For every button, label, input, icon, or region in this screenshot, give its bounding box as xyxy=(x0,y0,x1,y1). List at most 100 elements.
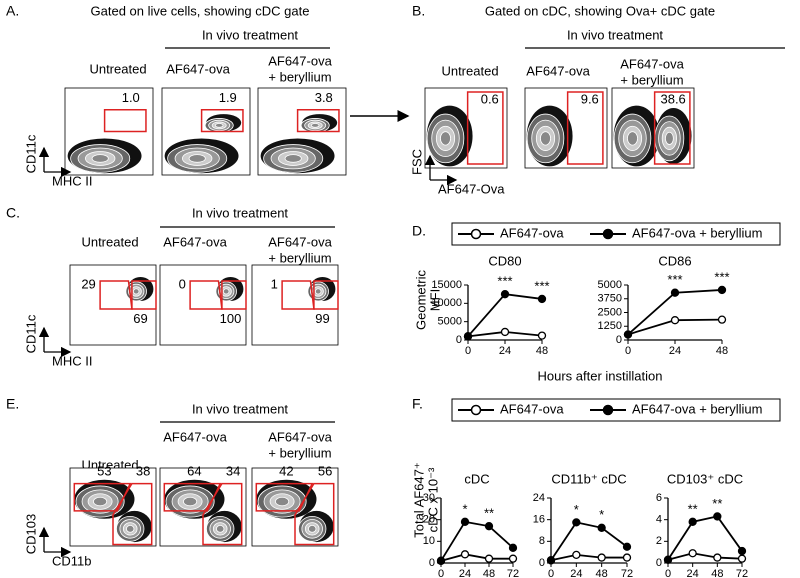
legend-label: AF647-ova + beryllium xyxy=(632,401,762,416)
series-line xyxy=(440,520,514,562)
contour xyxy=(284,154,302,163)
data-point xyxy=(688,549,697,558)
treatment-label: In vivo treatment xyxy=(192,205,288,220)
column-label: AF647-ova xyxy=(166,61,230,76)
data-point xyxy=(663,555,673,564)
contour xyxy=(314,288,322,295)
y-tick-label: 30 xyxy=(423,492,435,504)
column-label: + beryllium xyxy=(268,69,331,84)
y-tick-label: 0 xyxy=(539,557,545,569)
significance: * xyxy=(574,502,579,517)
y-tick-label: 6 xyxy=(656,492,662,504)
data-point xyxy=(500,327,510,337)
column-label: Untreated xyxy=(89,61,146,76)
contour xyxy=(665,131,674,145)
data-point xyxy=(572,550,581,560)
data-point xyxy=(537,331,547,340)
legend-marker xyxy=(470,228,482,240)
y-tick-label: 3750 xyxy=(598,293,622,305)
x-tick-label: 24 xyxy=(570,568,582,578)
series-line xyxy=(440,553,513,562)
data-point xyxy=(622,542,632,551)
gate xyxy=(653,91,691,165)
significance: *** xyxy=(534,278,549,293)
significance: ** xyxy=(484,506,494,521)
x-axis-title: Hours after instillation xyxy=(538,368,663,383)
data-point xyxy=(572,518,581,527)
column-label: AF647-ova xyxy=(526,63,590,78)
y-tick-label: 2 xyxy=(656,535,662,547)
data-point xyxy=(597,553,606,562)
contour xyxy=(214,123,224,128)
gate-value: 1 xyxy=(271,276,278,291)
y-tick-label: 24 xyxy=(533,492,545,504)
legend-marker xyxy=(602,404,614,416)
gate-value: 0 xyxy=(179,276,186,291)
chart-title: CD80 xyxy=(488,253,521,268)
gate xyxy=(163,482,222,512)
column-label: + beryllium xyxy=(268,445,331,460)
significance: * xyxy=(599,507,604,522)
y-tick-label: 1250 xyxy=(598,320,622,332)
data-point xyxy=(508,554,518,563)
x-tick-label: 0 xyxy=(625,345,631,357)
gate-value: 1.9 xyxy=(219,90,237,105)
data-point xyxy=(537,294,547,304)
y-axis-label: CD11c xyxy=(23,134,38,173)
data-point xyxy=(713,512,722,521)
significance: *** xyxy=(667,272,682,287)
y-axis-label: CD11c xyxy=(23,314,38,353)
y-tick-label: 0 xyxy=(656,557,662,569)
significance: * xyxy=(462,501,467,516)
treatment-label: In vivo treatment xyxy=(192,401,288,416)
treatment-label: In vivo treatment xyxy=(202,27,298,42)
data-point xyxy=(623,330,633,339)
x-tick-label: 48 xyxy=(536,345,548,357)
legend-marker xyxy=(470,404,482,416)
gate-value: 56 xyxy=(318,463,332,478)
y-tick-label: 16 xyxy=(533,514,545,526)
y-tick-label: 2500 xyxy=(598,306,622,318)
data-point xyxy=(463,332,473,341)
gate-value: 53 xyxy=(97,463,111,478)
x-axis-label: CD11b xyxy=(52,553,92,568)
y-axis-title: Total AF647⁺ xyxy=(411,462,426,538)
gate xyxy=(566,91,604,165)
y-axis-title: Geometric xyxy=(413,270,428,330)
gate-value: 100 xyxy=(220,311,242,326)
x-tick-label: 72 xyxy=(621,568,633,578)
gate xyxy=(296,109,340,133)
column-label: AF647-ova xyxy=(163,234,227,249)
column-label: AF647-ova xyxy=(268,53,332,68)
contour xyxy=(310,123,320,128)
y-axis-title: cDC x 10⁻³ xyxy=(425,467,440,532)
x-tick-label: 48 xyxy=(716,345,728,357)
chart-title: CD11b⁺ cDC xyxy=(551,471,626,486)
gate xyxy=(466,91,504,165)
data-point xyxy=(508,543,518,552)
y-tick-label: 15000 xyxy=(431,279,462,291)
y-axis-title: MFI xyxy=(427,289,442,311)
gate xyxy=(255,482,314,512)
gate xyxy=(131,280,157,310)
contour xyxy=(440,131,451,146)
y-tick-label: 20 xyxy=(423,514,435,526)
series-line xyxy=(667,552,743,561)
contour xyxy=(93,496,108,507)
y-tick-label: 5000 xyxy=(438,316,462,328)
column-label: AF647-ova xyxy=(268,429,332,444)
legend-label: AF647-ova + beryllium xyxy=(632,225,762,240)
gate-value: 29 xyxy=(81,276,95,291)
significance: *** xyxy=(714,269,729,284)
legend-label: AF647-ova xyxy=(500,401,564,416)
x-axis-label: MHC II xyxy=(52,353,92,368)
legend-marker xyxy=(602,228,614,240)
data-point xyxy=(688,517,697,526)
gate-value: 3.8 xyxy=(315,90,333,105)
gate-value: 99 xyxy=(315,311,329,326)
series-line xyxy=(550,521,628,561)
y-tick-label: 8 xyxy=(539,535,545,547)
gate xyxy=(221,280,247,310)
data-point xyxy=(670,316,680,325)
data-point xyxy=(717,315,727,324)
